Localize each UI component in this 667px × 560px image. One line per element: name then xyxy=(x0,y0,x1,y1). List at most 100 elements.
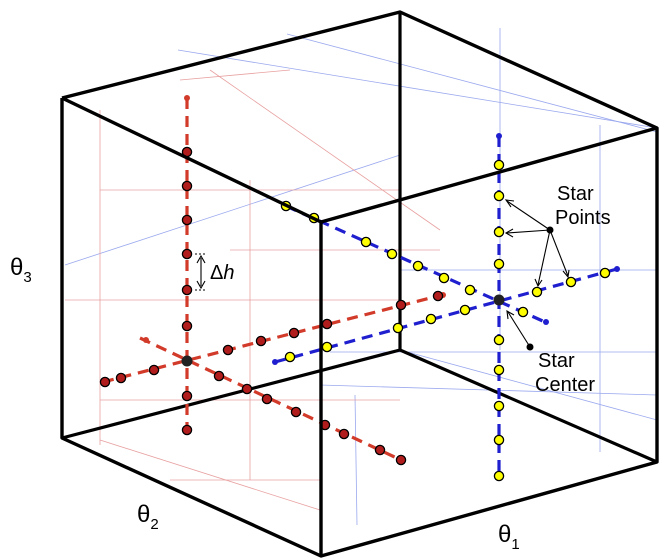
left-star-point xyxy=(181,248,193,260)
right-star-point xyxy=(493,470,505,482)
right-star-point xyxy=(464,284,476,296)
star-center-callout xyxy=(506,309,531,348)
right-star-point xyxy=(493,364,505,376)
callout-dot xyxy=(546,226,554,234)
callout-arrowhead xyxy=(562,269,570,279)
right-star-point xyxy=(386,248,398,260)
left-star-axis-end xyxy=(143,337,149,343)
right-star-axis-end xyxy=(614,266,620,272)
right-star-point xyxy=(493,190,505,202)
cube-edge xyxy=(320,126,658,224)
background-grid xyxy=(64,28,658,526)
right-star-point xyxy=(321,341,333,353)
cube-front-edges xyxy=(60,10,659,558)
left-star-point xyxy=(181,180,193,192)
right-star xyxy=(272,133,620,482)
callout-arrow xyxy=(506,200,551,231)
star-points-label-line2: Points xyxy=(555,207,611,229)
left-star-point xyxy=(432,290,444,302)
left-star-point xyxy=(181,320,193,332)
cube-edge xyxy=(61,348,401,440)
right-star-axis-end xyxy=(272,359,278,365)
left-star-point xyxy=(338,428,350,440)
left-star-point xyxy=(99,376,111,388)
left-star-center xyxy=(181,355,193,367)
left-star-point xyxy=(222,344,234,356)
left-star-axis-horizontal xyxy=(102,294,439,384)
grid-line-red xyxy=(179,69,291,81)
left-star-point xyxy=(261,393,273,405)
right-star-point xyxy=(284,351,296,363)
callout-arrowhead xyxy=(506,309,515,320)
delta-h-arrowhead-bottom xyxy=(196,280,206,290)
theta1-label: θ1 xyxy=(498,521,520,553)
cube-outline xyxy=(60,10,659,558)
grid-line-blue xyxy=(64,154,401,266)
callout-arrow xyxy=(506,229,551,234)
grid-line-red xyxy=(209,69,441,231)
right-star-point xyxy=(360,236,372,248)
left-star-point xyxy=(181,214,193,226)
star-center-label-line2: Center xyxy=(535,374,595,396)
right-star-axis-end xyxy=(543,319,549,325)
callout-arrowhead xyxy=(534,278,543,288)
right-star-point xyxy=(425,313,437,325)
left-star-point xyxy=(241,383,253,395)
delta-h-label: Δh xyxy=(210,262,234,284)
right-star-point xyxy=(493,159,505,171)
right-star-point xyxy=(392,322,404,334)
right-star-center xyxy=(493,294,505,306)
grid-line-blue xyxy=(177,49,658,129)
delta-h-arrowhead-top xyxy=(196,254,206,264)
right-star-point xyxy=(599,267,611,279)
grid-line-blue xyxy=(286,33,658,133)
left-star-point xyxy=(181,284,193,296)
left-star-point xyxy=(255,335,267,347)
left-star xyxy=(99,95,446,466)
cube-back-edges xyxy=(61,12,658,464)
callout-arrow xyxy=(549,229,569,277)
callout-arrow xyxy=(507,311,531,348)
left-star-point xyxy=(288,327,300,339)
left-star-point xyxy=(115,372,127,384)
right-star-point xyxy=(531,286,543,298)
left-star-point xyxy=(374,444,386,456)
left-star-point xyxy=(181,390,193,402)
grid-line-red xyxy=(99,439,321,511)
right-star-point xyxy=(412,260,424,272)
star-points-callout xyxy=(504,199,570,288)
delta-h-marker xyxy=(195,253,206,291)
left-star-point xyxy=(148,364,160,376)
callout-arrowhead xyxy=(504,228,514,238)
left-star-point xyxy=(213,370,225,382)
right-star-point xyxy=(493,434,505,446)
grid-line-blue xyxy=(354,394,358,526)
left-star-point xyxy=(395,299,407,311)
theta3-label: θ3 xyxy=(10,254,32,286)
theta2-label: θ2 xyxy=(137,501,159,533)
right-star-point xyxy=(493,400,505,412)
cube-edge xyxy=(61,96,322,224)
right-star-point xyxy=(493,334,505,346)
right-star-point xyxy=(459,304,471,316)
left-star-point xyxy=(181,424,193,436)
right-star-point xyxy=(493,226,505,238)
star-center-label-line1: Star xyxy=(538,350,575,372)
right-star-point xyxy=(517,306,529,318)
right-star-point xyxy=(493,258,505,270)
right-star-point xyxy=(565,276,577,288)
callout-dot xyxy=(526,343,534,351)
left-star-axis-end xyxy=(184,95,190,101)
callout-arrowhead xyxy=(504,199,515,208)
star-points-label-line1: Star xyxy=(557,183,594,205)
callout-arrow xyxy=(537,229,551,286)
grid-line-blue xyxy=(399,349,658,421)
right-star-point xyxy=(438,272,450,284)
left-star-point xyxy=(395,454,407,466)
cube-edge xyxy=(399,348,658,464)
right-star-axis-end xyxy=(496,133,502,139)
left-star-point xyxy=(321,318,333,330)
left-star-point xyxy=(290,406,302,418)
